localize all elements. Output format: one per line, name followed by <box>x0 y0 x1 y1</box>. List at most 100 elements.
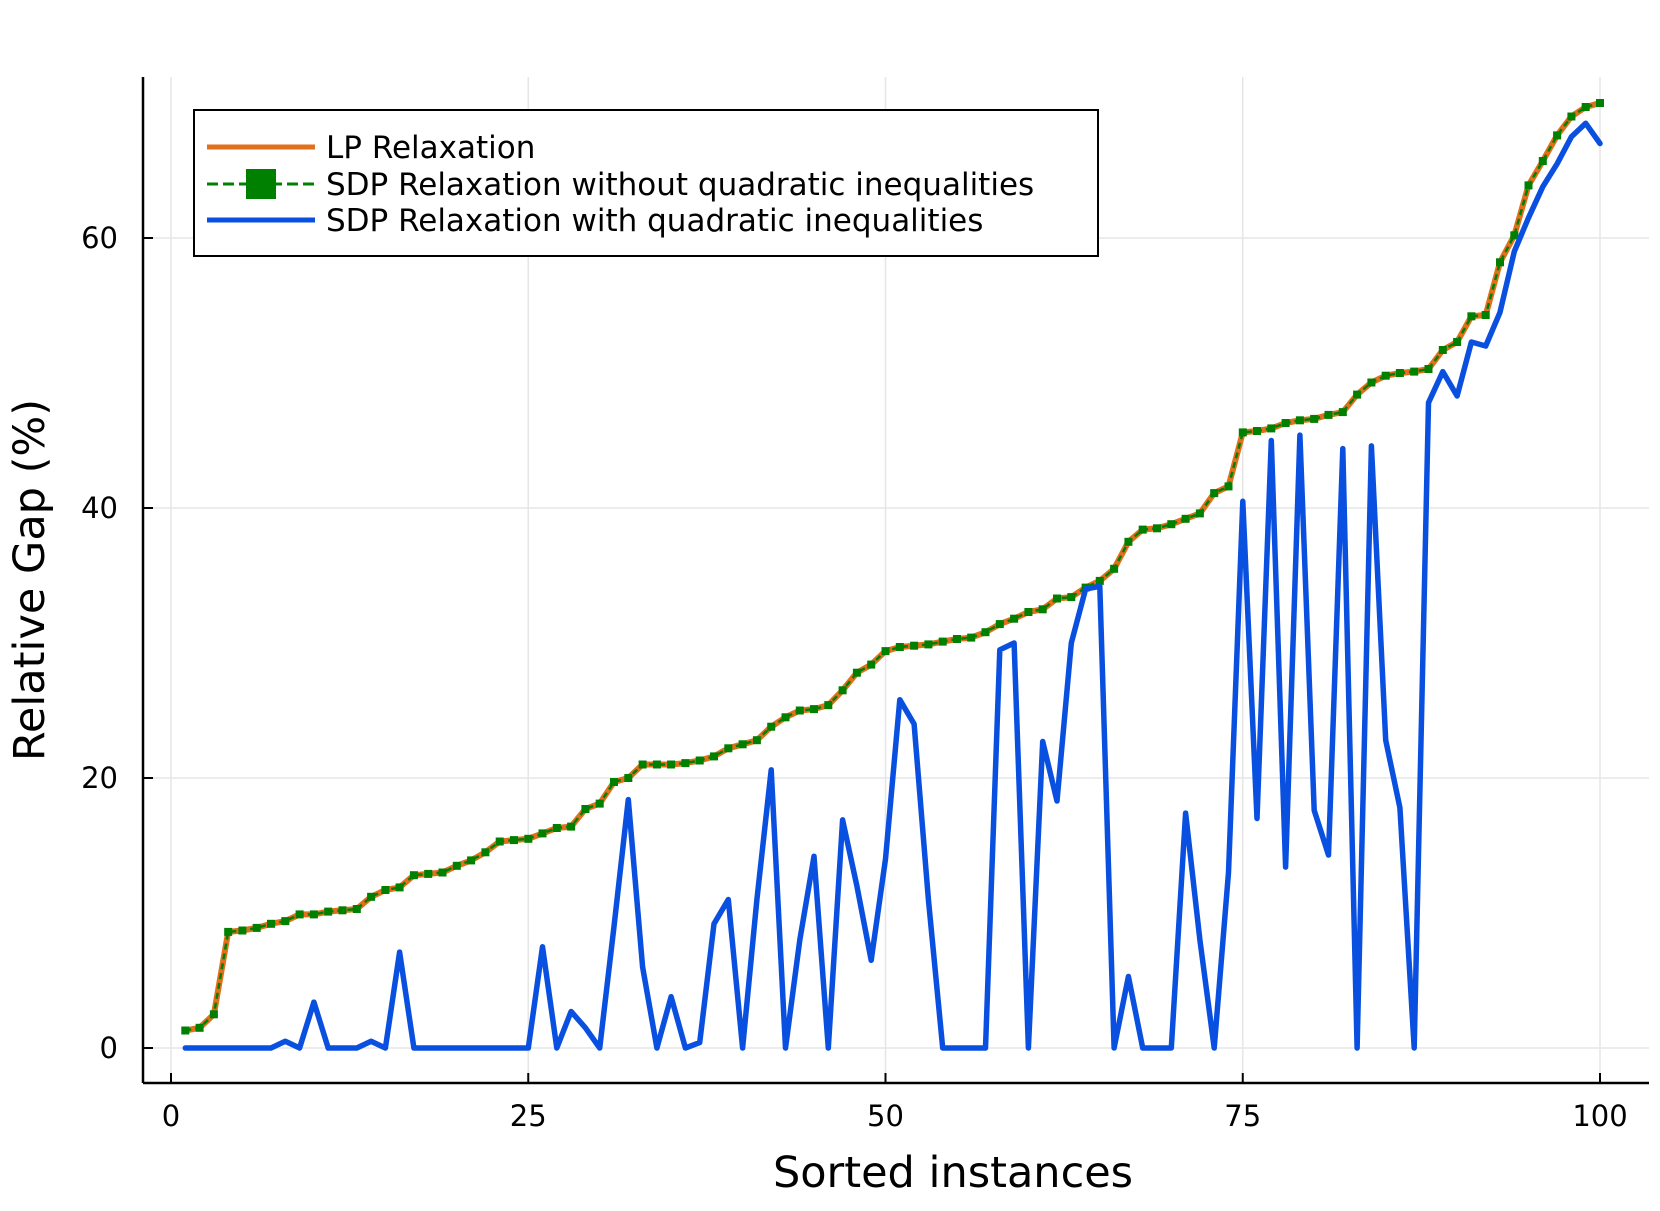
x-tick-label: 75 <box>1224 1099 1261 1133</box>
sdp-without-marker <box>924 640 933 649</box>
sdp-without-marker <box>195 1023 204 1032</box>
sdp-without-marker <box>295 910 304 919</box>
legend: LP Relaxation SDP Relaxation without qua… <box>193 109 1099 257</box>
sdp-without-marker <box>638 760 647 769</box>
y-tick-label: 60 <box>81 221 118 255</box>
sdp-without-marker <box>1338 408 1347 417</box>
y-tick-label: 40 <box>81 491 118 525</box>
y-tick-label: 0 <box>100 1031 118 1065</box>
sdp-without-marker <box>1024 608 1033 616</box>
legend-box <box>193 109 1099 257</box>
sdp-without-marker <box>681 759 690 768</box>
sdp-without-marker <box>209 1010 218 1019</box>
sdp-without-marker <box>1195 509 1204 518</box>
sdp-without-marker <box>995 620 1004 629</box>
sdp-without-marker <box>1524 181 1533 190</box>
legend-marker-sdp-without <box>246 169 276 199</box>
sdp-without-marker <box>1438 346 1447 354</box>
sdp-without-marker <box>967 633 976 642</box>
sdp-without-marker <box>1553 131 1562 140</box>
sdp-without-marker <box>1310 414 1319 423</box>
legend-label-lp: LP Relaxation <box>326 130 535 166</box>
sdp-without-marker <box>1567 112 1576 121</box>
sdp-without-marker <box>1381 371 1390 380</box>
sdp-without-marker <box>724 744 733 753</box>
sdp-without-marker <box>1167 520 1176 529</box>
sdp-without-marker <box>695 756 704 765</box>
sdp-without-marker <box>1281 419 1290 427</box>
sdp-without-marker <box>581 805 590 813</box>
sdp-without-marker <box>1538 157 1547 165</box>
sdp-without-marker <box>895 643 904 651</box>
sdp-without-marker <box>567 822 576 831</box>
sdp-without-marker <box>795 706 804 715</box>
sdp-without-marker <box>524 834 533 843</box>
sdp-without-marker <box>224 927 233 936</box>
sdp-without-marker <box>867 660 876 669</box>
sdp-without-marker <box>1353 390 1362 399</box>
sdp-without-marker <box>953 635 961 643</box>
x-tick-label: 0 <box>162 1099 180 1133</box>
sdp-without-marker <box>624 774 633 782</box>
sdp-without-marker <box>767 722 776 731</box>
sdp-without-marker <box>1324 410 1333 419</box>
x-tick-label: 100 <box>1572 1099 1627 1133</box>
ticks: 0 25 50 75 100 0 20 40 60 <box>81 221 1628 1133</box>
sdp-without-marker <box>1038 605 1047 614</box>
sdp-without-marker <box>409 871 418 880</box>
sdp-without-marker <box>1453 338 1462 346</box>
sdp-without-marker <box>452 861 461 870</box>
sdp-without-marker <box>810 705 818 714</box>
sdp-without-marker <box>852 668 861 677</box>
sdp-without-marker <box>1010 614 1019 623</box>
series-line-sdp-without-quadratic <box>185 101 1601 1032</box>
sdp-without-marker <box>352 905 361 913</box>
sdp-without-marker <box>1181 514 1190 523</box>
sdp-without-marker <box>981 628 990 637</box>
x-tick-label: 25 <box>510 1099 547 1133</box>
sdp-without-marker <box>1053 594 1061 603</box>
sdp-without-marker <box>910 641 919 650</box>
sdp-without-marker <box>338 906 347 915</box>
sdp-without-marker <box>1253 427 1261 435</box>
sdp-without-marker <box>1467 312 1476 321</box>
sdp-without-marker <box>495 837 504 846</box>
x-tick-label: 50 <box>867 1099 904 1133</box>
sdp-without-marker <box>424 869 433 878</box>
sdp-without-marker <box>181 1026 190 1035</box>
sdp-without-marker <box>395 883 404 892</box>
sdp-without-marker <box>781 713 790 722</box>
series-line-sdp-with-quadratic <box>182 120 1603 1051</box>
sdp-without-marker <box>267 919 275 928</box>
sdp-without-marker <box>1238 428 1247 437</box>
y-tick-label: 20 <box>81 761 118 795</box>
axes <box>141 77 1649 1085</box>
sdp-without-marker <box>252 923 261 932</box>
sdp-without-marker <box>510 836 518 845</box>
series-layer <box>181 99 1604 1051</box>
sdp-without-marker <box>667 760 676 769</box>
y-axis-title: Relative Gap (%) <box>5 399 55 761</box>
sdp-without-marker <box>1153 524 1161 533</box>
sdp-without-marker <box>710 752 718 761</box>
legend-label-sdp-without: SDP Relaxation without quadratic inequal… <box>326 167 1034 203</box>
sdp-without-marker <box>738 740 747 749</box>
sdp-without-marker <box>881 647 890 656</box>
sdp-without-marker <box>1138 525 1147 534</box>
sdp-without-marker <box>1210 489 1219 498</box>
sdp-without-marker <box>552 824 561 832</box>
sdp-without-marker <box>1224 482 1233 491</box>
sdp-without-marker <box>538 829 547 838</box>
sdp-without-marker <box>938 637 947 646</box>
sdp-without-marker <box>610 778 618 786</box>
sdp-without-marker <box>752 736 761 745</box>
sdp-without-marker <box>481 848 490 857</box>
sdp-without-marker <box>438 868 447 877</box>
sdp-without-marker <box>1067 593 1076 602</box>
sdp-without-marker <box>1267 424 1276 433</box>
sdp-without-marker <box>467 856 476 865</box>
sdp-without-marker <box>381 886 390 894</box>
sdp-without-marker <box>1596 99 1604 107</box>
sdp-without-marker <box>1481 311 1490 319</box>
